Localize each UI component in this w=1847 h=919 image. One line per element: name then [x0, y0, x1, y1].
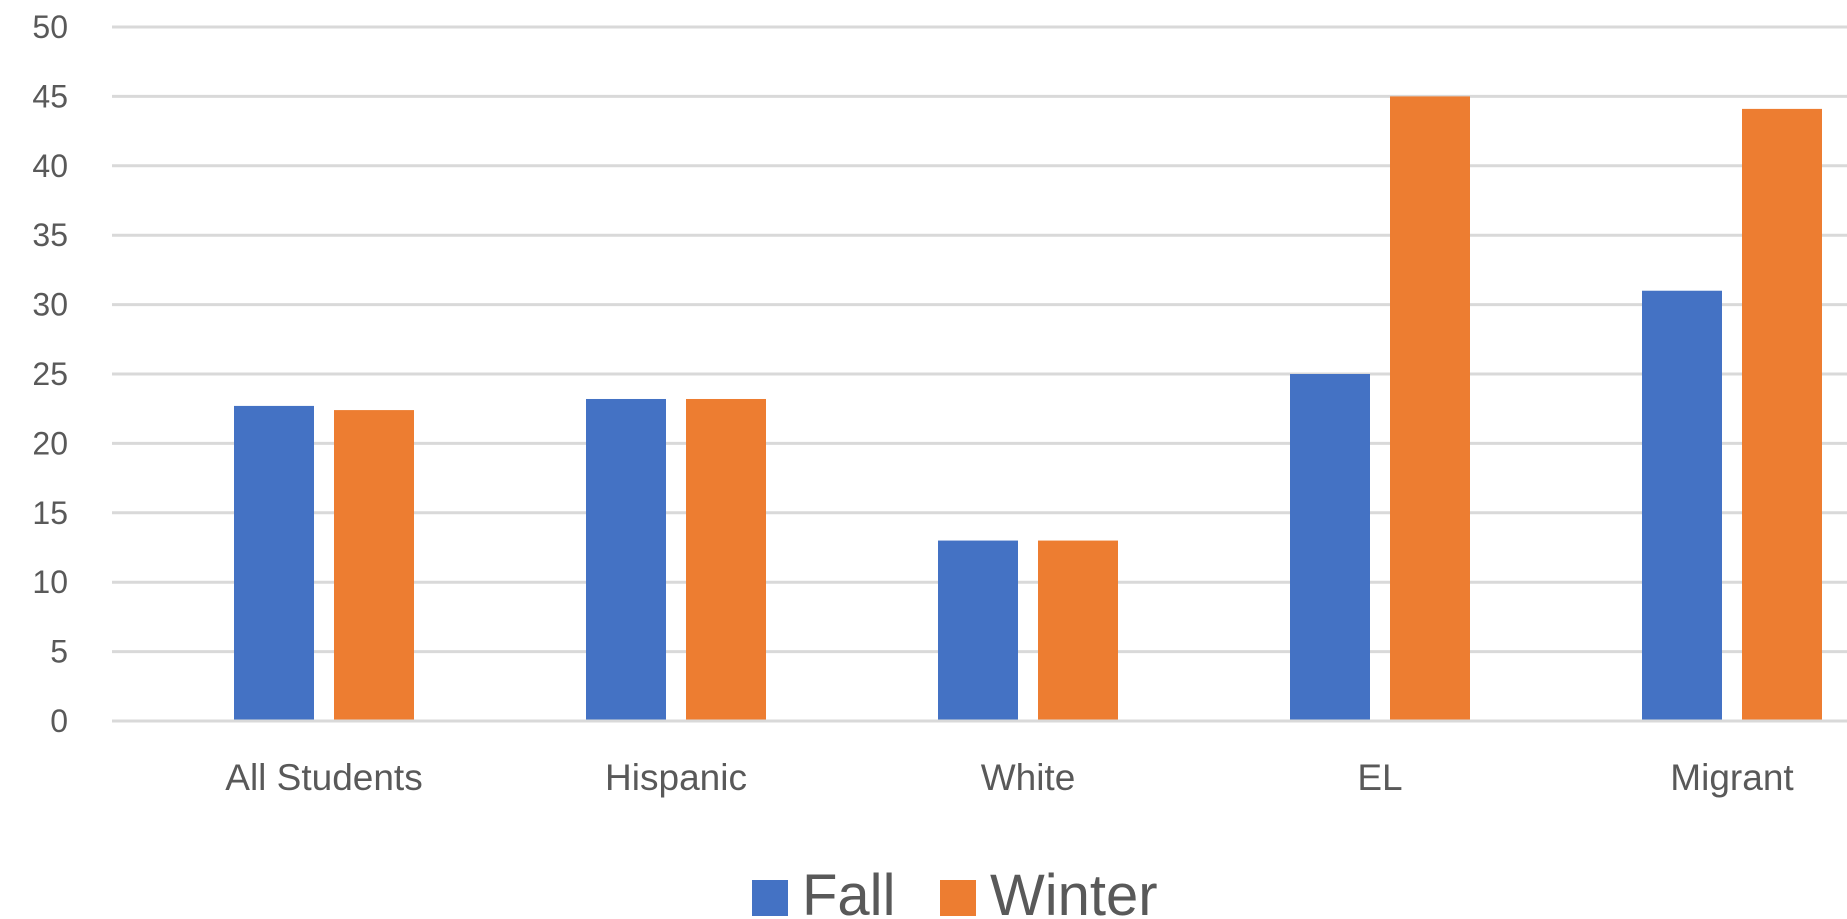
bar-winter-hispanic: [686, 398, 766, 721]
x-category-label: Migrant: [1670, 757, 1794, 798]
bar-fall-migrant: [1642, 290, 1722, 721]
y-tick-label: 35: [32, 217, 68, 253]
bar-winter-migrant: [1742, 108, 1822, 722]
legend-label-fall: Fall: [802, 863, 895, 919]
x-axis: All Students Hispanic White EL Migrant: [112, 719, 1847, 798]
bars: [234, 96, 1822, 722]
y-tick-label: 30: [32, 287, 68, 323]
y-tick-label: 45: [32, 78, 68, 114]
y-tick-label: 40: [32, 148, 68, 184]
bar-fall-hispanic: [586, 398, 666, 721]
legend-swatch-fall: [752, 880, 788, 916]
bar-winter-el: [1390, 96, 1470, 721]
bar-winter-all-students: [334, 410, 414, 721]
x-category-label: EL: [1357, 757, 1402, 798]
x-category-label: Hispanic: [605, 757, 747, 798]
y-tick-label: 10: [32, 564, 68, 600]
bar-fall-el: [1290, 374, 1370, 721]
y-tick-label: 5: [50, 634, 68, 670]
y-tick-label: 0: [50, 703, 68, 739]
y-axis: 0 5 10 15 20 25 30 35 40 45 50: [32, 9, 68, 739]
bar-fall-all-students: [234, 405, 314, 721]
y-tick-label: 50: [32, 9, 68, 45]
bar-winter-white: [1038, 540, 1118, 721]
x-category-label: All Students: [225, 757, 422, 798]
bar-fall-white: [938, 540, 1018, 721]
y-tick-label: 15: [32, 495, 68, 531]
y-tick-label: 20: [32, 425, 68, 461]
legend: Fall Winter: [752, 863, 1158, 919]
y-tick-label: 25: [32, 356, 68, 392]
legend-label-winter: Winter: [990, 863, 1158, 919]
legend-swatch-winter: [940, 880, 976, 916]
x-category-label: White: [981, 757, 1076, 798]
